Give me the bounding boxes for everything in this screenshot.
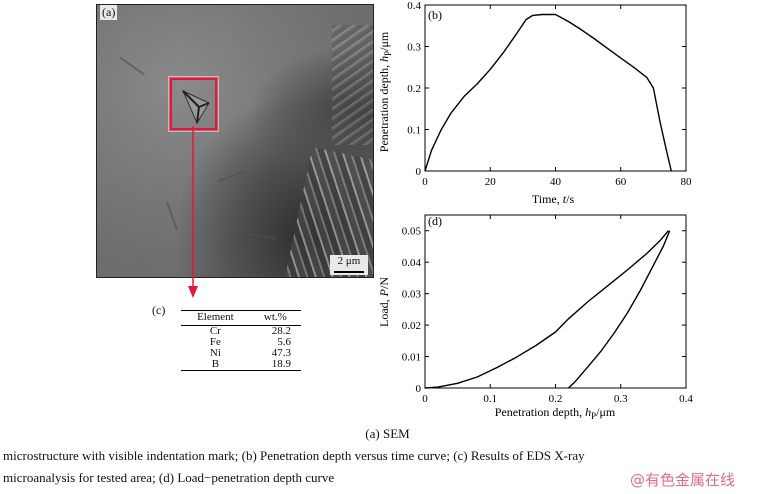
- wt-cell: 18.9: [249, 359, 301, 371]
- caption-line-1: (a) SEM: [365, 426, 410, 441]
- grain-boundary: [165, 201, 179, 231]
- wt-cell: 5.6: [277, 336, 291, 348]
- pointer-arrow: [188, 126, 198, 298]
- chart-b-y-tick-label: 0.1: [407, 125, 421, 137]
- indentation-highlight-box: [168, 76, 219, 132]
- chart-d-x-tick-label: 0.3: [614, 393, 628, 405]
- chart-b-y-tick-label: 0.4: [407, 0, 421, 12]
- chart-d-ylabel: Load, P/N: [377, 277, 391, 327]
- table-row: Cr 28.2: [181, 326, 301, 338]
- table-row: Fe 5.6: [181, 337, 301, 348]
- caption-line-2: microstructure with visible indentation …: [3, 448, 585, 463]
- chart-b-series-line-0: [424, 13, 672, 172]
- scale-bar: 2 μm: [330, 255, 368, 275]
- chart-d-tag: (d): [428, 214, 442, 228]
- chart-b-x-tick-label: 80: [681, 176, 693, 188]
- chart-b-x-tick-label: 20: [485, 176, 497, 188]
- load-depth-chart: (d) 0 0.1 0.2 0.3 0.4 0 0.01 0.02 0.03 0.04 0.05 L…: [377, 214, 693, 421]
- chart-b-plot-frame: [424, 4, 687, 172]
- chart-d-y-tick-label: 0.05: [402, 226, 422, 238]
- element-cell: Fe: [209, 336, 221, 348]
- depth-time-chart: (b) 0 20 40 60 80 0 0.1 0.2 0.3 0.4 Penetration d…: [377, 0, 693, 206]
- panel-a-tag: (a): [100, 5, 118, 20]
- chart-d-y-tick-label: 0.01: [402, 352, 421, 364]
- table-row: B 18.9: [181, 359, 301, 371]
- wt-cell: 47.3: [271, 347, 291, 359]
- chart-b-x-tick-label: 40: [550, 176, 562, 188]
- chart-b-x-tick-label: 60: [615, 176, 627, 188]
- chart-d-x-tick-label: 0.4: [679, 393, 693, 405]
- column-header-element: Element: [181, 310, 250, 326]
- wt-cell: 28.2: [271, 325, 291, 337]
- watermark: @有色金属在线: [630, 471, 736, 489]
- indentation-mark: [182, 89, 210, 125]
- grain-boundary: [217, 169, 247, 183]
- scale-bar-label: 2 μm: [337, 255, 361, 267]
- eds-table: Element wt.% Cr 28.2 Fe 5.6 Ni 47.3 B 18…: [181, 310, 301, 371]
- sem-texture: [332, 25, 373, 145]
- chart-d-y-tick-label: 0: [416, 383, 422, 395]
- chart-d-x-tick-label: 0.2: [549, 393, 563, 405]
- chart-d-x-tick-label: 0: [422, 393, 428, 405]
- chart-b-x-tick-label: 0: [422, 176, 428, 188]
- chart-b-xlabel: Time, t/s: [532, 192, 575, 206]
- panel-c-tag: (c): [152, 303, 166, 317]
- grain-boundary: [247, 232, 277, 240]
- chart-d-series-line-loading: [424, 230, 669, 389]
- column-header-wt: wt.%: [249, 310, 301, 326]
- sem-image: [96, 4, 374, 278]
- chart-d-y-tick-label: 0.04: [402, 257, 422, 269]
- element-cell: Ni: [209, 347, 221, 359]
- grain-boundary: [119, 56, 145, 76]
- chart-b-tag: (b): [428, 8, 442, 22]
- chart-b-y-tick-label: 0: [416, 166, 422, 178]
- element-cell: B: [181, 359, 250, 371]
- scale-bar-line: [334, 271, 364, 273]
- chart-d-xlabel: Penetration depth, hP/μm: [495, 405, 616, 421]
- chart-b-y-tick-label: 0.2: [407, 83, 421, 95]
- table-row: Ni 47.3: [181, 348, 301, 359]
- chart-d-plot-frame: [424, 214, 687, 389]
- chart-b-ylabel: Penetration depth, hP/μm: [377, 31, 393, 152]
- chart-d-y-tick-label: 0.02: [402, 320, 421, 332]
- caption-line-3: microanalysis for tested area; (d) Load−…: [3, 470, 335, 485]
- chart-b-y-tick-label: 0.3: [407, 42, 421, 54]
- chart-d-series-line-unloading: [568, 230, 671, 389]
- chart-d-y-tick-label: 0.03: [402, 289, 422, 301]
- chart-d-x-tick-label: 0.1: [483, 393, 497, 405]
- element-cell: Cr: [209, 325, 221, 337]
